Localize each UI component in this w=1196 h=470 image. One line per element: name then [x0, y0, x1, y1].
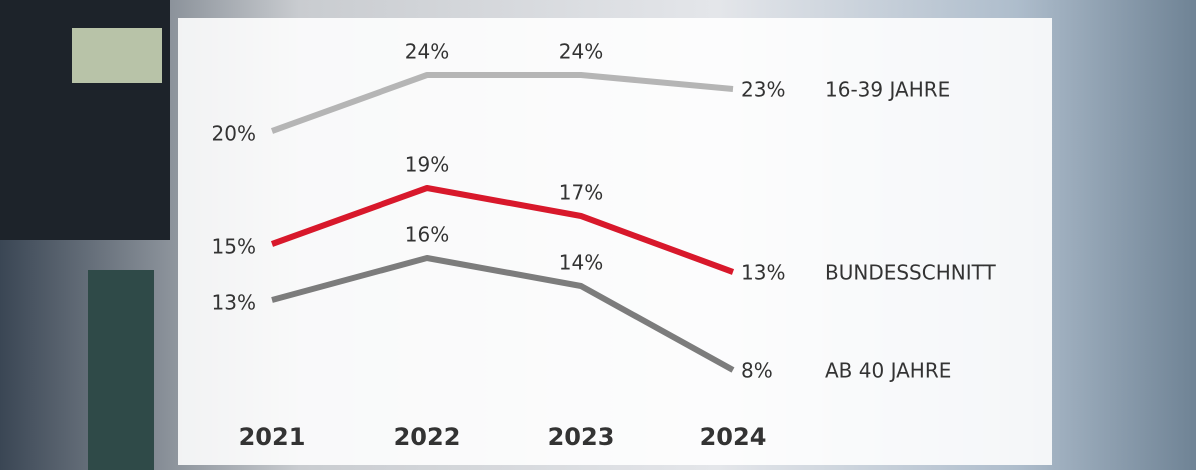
legend-label: AB 40 JAHRE: [825, 359, 951, 383]
value-label: 16%: [405, 223, 449, 247]
legend-label: BUNDESSCHNITT: [825, 261, 996, 285]
value-label: 23%: [741, 78, 785, 102]
value-label: 24%: [559, 40, 603, 64]
x-tick-label: 2023: [548, 423, 615, 451]
value-label: 15%: [212, 235, 256, 259]
x-tick-label: 2022: [394, 423, 461, 451]
value-label: 8%: [741, 359, 773, 383]
page: 2021 2022 2023 2024 20% 24% 24% 23% 16-39 JAHRE 1…: [0, 0, 1196, 470]
legend-label: 16-39 JAHRE: [825, 78, 950, 102]
value-label: 24%: [405, 40, 449, 64]
x-tick-label: 2024: [700, 423, 767, 451]
chart: 2021 2022 2023 2024 20% 24% 24% 23% 16-39 JAHRE 1…: [0, 0, 1196, 470]
value-label: 19%: [405, 153, 449, 177]
value-label: 20%: [212, 122, 256, 146]
x-tick-label: 2021: [239, 423, 306, 451]
charger-screen: [72, 28, 162, 83]
value-label: 14%: [559, 251, 603, 275]
value-label: 13%: [212, 291, 256, 315]
value-label: 17%: [559, 181, 603, 205]
charger-pole: [88, 270, 154, 470]
value-label: 13%: [741, 261, 785, 285]
